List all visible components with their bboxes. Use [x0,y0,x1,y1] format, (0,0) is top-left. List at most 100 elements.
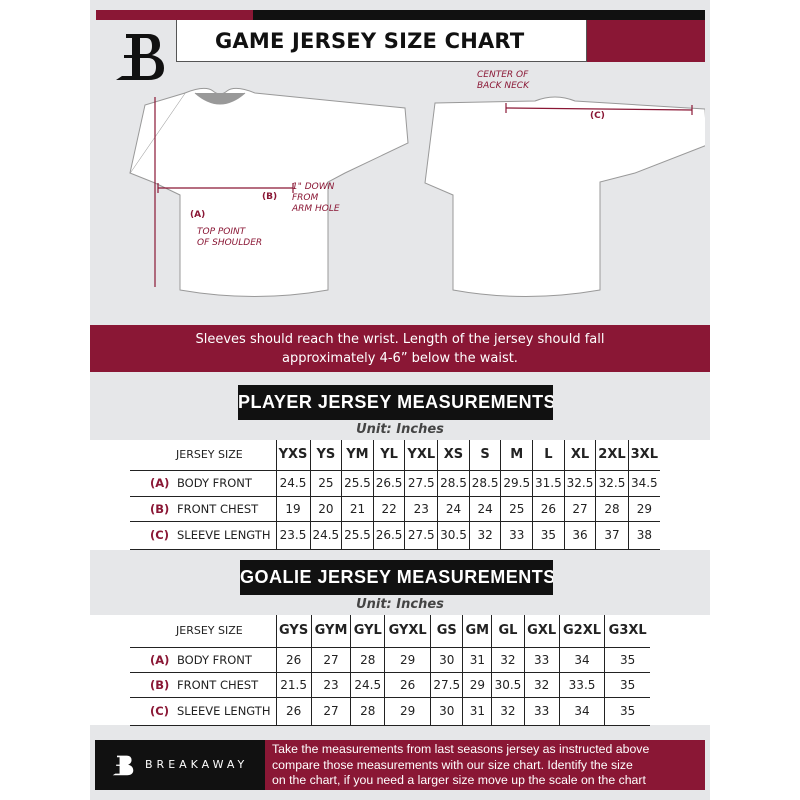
brand-name: BREAKAWAY [145,758,249,771]
table-cell: 28 [350,697,385,725]
size-header: YXS [275,440,311,470]
table-cell: 26 [384,672,431,697]
player-unit: Unit: Inches [356,422,444,437]
table-cell: 25.5 [341,470,374,496]
row-name: SLEEVE LENGTH [177,704,271,718]
goalie-unit: Unit: Inches [356,597,444,612]
table-cell: 32.5 [563,470,596,496]
table-cell: 37 [595,521,629,549]
table-cell: 33 [523,647,560,672]
table-cell: 35 [532,521,565,549]
jersey-diagram [129,87,705,297]
goalie-section-title: GOALIE JERSEY MEASUREMENTS [240,560,553,595]
table-cell: 32 [523,672,560,697]
table-cell: 27 [310,647,351,672]
table-row: (C) SLEEVE LENGTH 26 27 28 29 30 31 32 33 34 35 [130,697,650,725]
table-cell: 30 [430,697,463,725]
table-cell: 23.5 [275,521,311,549]
row-label: (C) SLEEVE LENGTH [130,521,276,549]
table-row: (A) BODY FRONT 26 27 28 29 30 31 32 33 34 35 [130,647,650,672]
table-cell: 26.5 [372,470,405,496]
size-header: GL [491,615,525,647]
size-header: GYL [350,615,385,647]
table-cell: 24.5 [350,672,385,697]
size-header: XS [437,440,470,470]
table-cell: 24 [468,496,501,521]
top-accent-bar [96,10,253,20]
footer-brand: BREAKAWAY [95,740,265,790]
table-cell: 32 [468,521,501,549]
table-cell: 36 [563,521,596,549]
table-row: (C) SLEEVE LENGTH 23.5 24.5 25.5 26.5 27.5 30.5… [130,521,660,549]
row-key: (A) [150,652,170,667]
table-cell: 32 [491,647,525,672]
size-header: G3XL [604,615,650,647]
size-header: YXL [404,440,438,470]
table-cell: 25 [500,496,533,521]
table-cell: 29 [462,672,492,697]
note-b: 1" DOWN FROM ARM HOLE [292,182,340,215]
table-cell: 35 [604,697,650,725]
table-cell: 31 [462,647,492,672]
goalie-size-table: JERSEY SIZE GYS GYM GYL GYXL GS GM GL GXL G2XL G3X… [130,615,650,726]
row-name: SLEEVE LENGTH [177,528,271,542]
footer-line: on the chart, if you need a larger size … [272,773,646,787]
table-cell: 29 [384,697,431,725]
table-cell: 27.5 [404,470,438,496]
table-cell: 26 [275,647,312,672]
size-header: G2XL [558,615,605,647]
table-cell: 30.5 [491,672,525,697]
size-header: 2XL [595,440,629,470]
table-cell: 29 [627,496,660,521]
note-a-line: TOP POINT [197,227,246,237]
row-label: (A) BODY FRONT [130,470,276,496]
table-cell: 30.5 [437,521,470,549]
label-b: (B) [262,192,278,202]
table-cell: 25.5 [341,521,374,549]
page-title: GAME JERSEY SIZE CHART [176,20,587,62]
table-cell: 26.5 [372,521,405,549]
size-header: L [532,440,565,470]
size-label: JERSEY SIZE [176,448,243,462]
size-header: GS [430,615,463,647]
table-cell: 31 [462,697,492,725]
table-cell: 33.5 [558,672,605,697]
table-cell: 34.5 [627,470,660,496]
table-cell: 24.5 [309,521,342,549]
table-cell: 30 [430,647,463,672]
table-cell: 23 [404,496,438,521]
table-header-row: JERSEY SIZE GYS GYM GYL GYXL GS GM GL GXL G2XL G3X… [130,615,650,647]
row-name: FRONT CHEST [177,501,259,516]
table-cell: 28 [595,496,629,521]
table-cell: 23 [310,672,351,697]
size-header: 3XL [627,440,660,470]
row-key: (C) [150,528,169,542]
top-dark-bar [253,10,705,20]
table-cell: 27 [563,496,596,521]
note-b-line: FROM [292,193,319,203]
table-cell: 35 [604,672,650,697]
row-key: (B) [150,501,170,516]
table-cell: 34 [558,697,605,725]
size-header: YS [309,440,342,470]
table-cell: 19 [275,496,311,521]
row-label: (B) FRONT CHEST [130,496,276,521]
row-name: FRONT CHEST [177,677,259,692]
row-key: (B) [150,677,170,692]
size-header: GYXL [384,615,431,647]
row-key: (A) [150,476,170,490]
row-name: BODY FRONT [177,476,252,490]
row-key: (C) [150,704,169,718]
table-cell: 28.5 [468,470,501,496]
table-cell: 28 [350,647,385,672]
footer-line: Take the measurements from last seasons … [272,742,650,756]
size-label: JERSEY SIZE [176,624,243,638]
table-cell: 22 [372,496,405,521]
table-cell: 26 [275,697,312,725]
fit-banner: Sleeves should reach the wrist. Length o… [90,325,710,372]
size-header: GXL [523,615,560,647]
table-cell: 26 [532,496,565,521]
banner-line: approximately 4-6” below the waist. [282,351,518,366]
table-cell: 24.5 [275,470,311,496]
note-a: TOP POINT OF SHOULDER [197,227,262,249]
